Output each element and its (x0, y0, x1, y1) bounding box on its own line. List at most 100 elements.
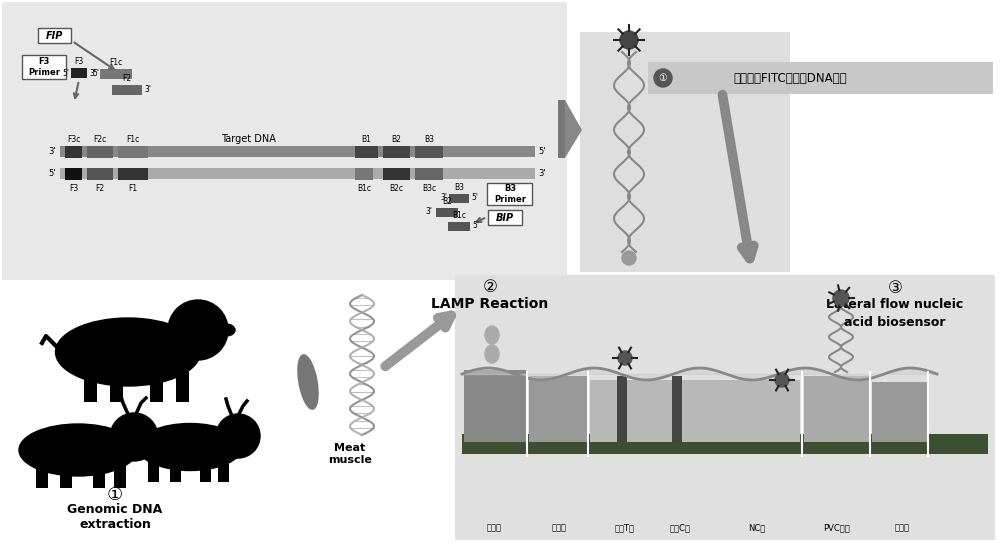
Bar (558, 100, 565, 158)
Bar (100, 69, 132, 79)
Bar (65, 146, 82, 158)
Text: B1: B1 (362, 135, 371, 144)
Bar (150, 368, 163, 402)
Bar (462, 434, 988, 454)
Bar (617, 376, 627, 442)
Text: 5': 5' (472, 222, 479, 230)
Bar (118, 146, 148, 158)
Bar (60, 454, 72, 488)
Bar (487, 183, 532, 205)
Text: ①: ① (107, 486, 123, 504)
Ellipse shape (485, 326, 499, 344)
Circle shape (620, 31, 638, 49)
Bar (71, 68, 87, 78)
Bar (87, 168, 113, 180)
Bar (415, 168, 443, 180)
Text: Target DNA: Target DNA (221, 134, 275, 144)
Bar (529, 376, 587, 442)
Bar (464, 370, 526, 442)
Text: 5': 5' (538, 146, 546, 156)
Text: F1c: F1c (126, 135, 140, 144)
Circle shape (618, 351, 632, 365)
Polygon shape (565, 100, 582, 158)
Circle shape (168, 300, 228, 360)
Text: F3
Primer: F3 Primer (28, 57, 60, 76)
Circle shape (833, 290, 849, 306)
Ellipse shape (138, 424, 242, 470)
Text: ②: ② (483, 278, 497, 296)
Text: 5': 5' (471, 194, 478, 202)
Bar (580, 32, 790, 272)
Text: B1c: B1c (452, 211, 466, 220)
Bar (114, 454, 126, 488)
Text: Meat
muscle: Meat muscle (328, 443, 372, 465)
Bar (436, 208, 458, 217)
Circle shape (775, 373, 789, 387)
Text: 3': 3' (144, 85, 151, 95)
Ellipse shape (485, 345, 499, 363)
Text: B2c: B2c (390, 184, 404, 193)
Text: F3: F3 (69, 184, 78, 193)
Ellipse shape (298, 355, 318, 409)
Text: NC膜: NC膜 (748, 524, 766, 532)
Text: 3': 3' (538, 168, 546, 178)
Text: F2c: F2c (93, 135, 107, 144)
Text: F2: F2 (122, 74, 132, 83)
Bar (448, 222, 470, 231)
Bar (218, 451, 229, 482)
Text: 3': 3' (89, 69, 96, 78)
Bar (355, 168, 373, 180)
Text: 生物素和FITC标记的DNA双链: 生物素和FITC标记的DNA双链 (733, 72, 847, 85)
Text: 检测T线: 检测T线 (615, 524, 635, 532)
Text: 3': 3' (425, 207, 432, 217)
Text: Genomic DNA
extraction: Genomic DNA extraction (67, 503, 163, 531)
Text: B3c: B3c (422, 184, 436, 193)
Text: 质控C线: 质控C线 (670, 524, 690, 532)
Text: F2: F2 (95, 184, 105, 193)
Bar (383, 146, 410, 158)
Bar (355, 146, 378, 158)
Bar (590, 380, 800, 442)
Bar (36, 454, 48, 488)
Text: F1c: F1c (109, 58, 123, 67)
Bar (648, 62, 993, 94)
Bar (148, 451, 159, 482)
Circle shape (622, 251, 636, 265)
Text: B3: B3 (454, 183, 464, 192)
Bar (415, 146, 443, 158)
Bar (65, 168, 82, 180)
Bar (22, 55, 66, 79)
Bar (110, 368, 123, 402)
Circle shape (110, 413, 158, 461)
Bar (87, 146, 113, 158)
Ellipse shape (217, 324, 235, 336)
Text: F1: F1 (128, 184, 138, 193)
Text: FIP: FIP (45, 31, 63, 41)
Text: 结合垫: 结合垫 (552, 524, 566, 532)
Bar (2, 2, 567, 280)
Bar (118, 168, 148, 180)
Text: B2: B2 (442, 197, 452, 206)
Text: 5': 5' (62, 69, 69, 78)
Text: 样品垫: 样品垫 (486, 524, 502, 532)
Circle shape (654, 69, 672, 87)
Bar (93, 454, 105, 488)
Bar (84, 368, 97, 402)
Bar (672, 376, 682, 442)
Text: 5': 5' (48, 168, 56, 178)
Bar (383, 168, 410, 180)
Text: Lateral flow nucleic: Lateral flow nucleic (826, 299, 964, 311)
Text: 吸水垫: 吸水垫 (895, 524, 910, 532)
Text: 5': 5' (92, 69, 99, 79)
Bar (170, 451, 181, 482)
Bar (449, 194, 469, 203)
Text: ①: ① (659, 73, 667, 83)
Text: acid biosensor: acid biosensor (844, 316, 946, 328)
Bar (60, 146, 535, 157)
Bar (38, 28, 71, 43)
Ellipse shape (19, 424, 137, 476)
Text: B3: B3 (424, 135, 434, 144)
Bar (200, 451, 211, 482)
Text: F3: F3 (74, 57, 84, 66)
Text: PVC底板: PVC底板 (824, 524, 850, 532)
